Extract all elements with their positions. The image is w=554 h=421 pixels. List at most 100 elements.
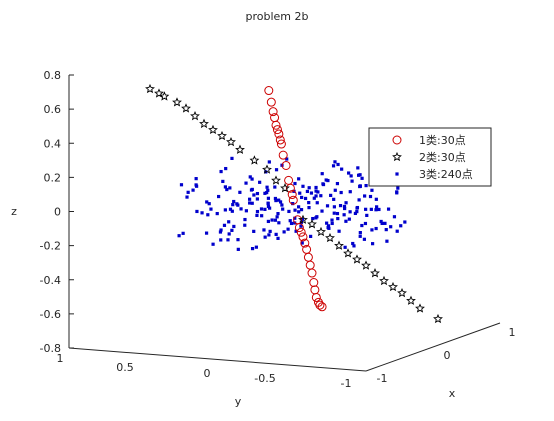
class3-point <box>277 221 281 225</box>
class3-point <box>255 213 259 218</box>
z-tick-label: 0.2 <box>44 171 62 184</box>
class3-point <box>370 228 374 232</box>
class3-point <box>259 207 264 211</box>
class3-point <box>278 200 283 204</box>
class3-point <box>230 228 234 232</box>
class3-point <box>344 201 348 205</box>
class2-point <box>145 83 155 94</box>
class3-point <box>248 175 252 179</box>
class2-point <box>307 219 317 229</box>
class3-point <box>195 184 199 188</box>
class3-point <box>370 188 374 192</box>
class3-point <box>209 207 213 211</box>
class3-point <box>355 210 359 214</box>
class3-point <box>356 166 360 170</box>
class3-point <box>314 189 318 193</box>
class3-point <box>276 212 280 216</box>
class3-point <box>232 199 236 204</box>
class2-point <box>316 226 326 237</box>
class3-point <box>236 203 240 207</box>
class3-point <box>362 237 366 241</box>
class3-point <box>298 191 302 195</box>
class3-point <box>344 219 348 223</box>
y-axis-line <box>68 347 367 372</box>
class3-point <box>365 213 369 218</box>
class3-point <box>347 171 351 175</box>
class3-point <box>222 223 227 227</box>
class1-point <box>296 227 306 237</box>
class3-point <box>219 228 223 232</box>
x-tick-label: 0 <box>444 349 451 362</box>
class3-point <box>332 211 336 215</box>
class3-point <box>333 188 337 192</box>
class3-point <box>333 160 337 164</box>
class3-point <box>331 164 336 168</box>
class3-point <box>194 177 198 181</box>
class1-point <box>275 135 285 145</box>
class3-point <box>244 181 248 185</box>
class2-point <box>262 164 272 174</box>
class3-point <box>195 209 199 214</box>
class3-point <box>227 232 231 236</box>
z-tick-label: -0.4 <box>40 274 61 287</box>
class3-point <box>293 208 297 212</box>
class3-point <box>239 207 243 211</box>
class3-point <box>342 213 346 217</box>
class3-point <box>263 235 267 239</box>
class3-point <box>285 157 289 161</box>
class3-point <box>363 194 367 198</box>
class3-point <box>244 209 248 213</box>
class3-point <box>340 167 344 171</box>
class2-point <box>379 275 389 286</box>
class3-point <box>355 205 360 210</box>
class3-point <box>320 172 324 176</box>
class3-point <box>342 204 347 209</box>
class2-point <box>325 232 335 243</box>
class3-point <box>358 184 362 188</box>
y-axis-label: y <box>235 395 242 408</box>
class2-point <box>298 214 308 224</box>
class3-point <box>266 202 270 206</box>
class3-point <box>321 182 325 186</box>
class3-point <box>339 190 343 195</box>
class3-point <box>324 178 328 182</box>
class3-point <box>379 219 383 224</box>
class3-point <box>395 229 399 233</box>
class3-point <box>255 191 260 196</box>
class3-point <box>357 198 361 202</box>
class3-point <box>274 198 278 203</box>
class3-point <box>293 216 297 220</box>
class3-point <box>231 203 235 207</box>
class3-point <box>226 238 230 242</box>
class3-point <box>236 238 240 242</box>
class3-point <box>206 213 210 217</box>
class3-point <box>252 229 256 233</box>
z-tick-label: -0.2 <box>40 240 61 253</box>
class1-point <box>268 107 278 117</box>
class1-point <box>315 300 325 310</box>
class3-point <box>336 162 340 167</box>
class3-point <box>350 179 354 183</box>
class3-point <box>274 168 279 172</box>
class3-point <box>332 205 336 209</box>
class3-point <box>326 224 331 228</box>
class3-point <box>307 186 311 190</box>
class3-point <box>228 207 233 211</box>
class3-point <box>337 229 341 233</box>
scatter-points <box>145 83 443 324</box>
class3-point <box>238 190 242 194</box>
class3-point <box>305 189 309 194</box>
class3-point <box>276 236 280 240</box>
class1-point <box>298 232 308 242</box>
class2-point <box>226 136 236 147</box>
class3-point <box>380 221 384 226</box>
class3-point <box>332 197 336 201</box>
class1-point <box>264 86 274 96</box>
class3-point <box>265 185 269 189</box>
class2-point <box>271 175 281 185</box>
class3-point <box>186 190 190 194</box>
class3-point <box>309 191 314 195</box>
y-tick-label: -1 <box>341 377 352 390</box>
class3-point <box>356 173 361 177</box>
